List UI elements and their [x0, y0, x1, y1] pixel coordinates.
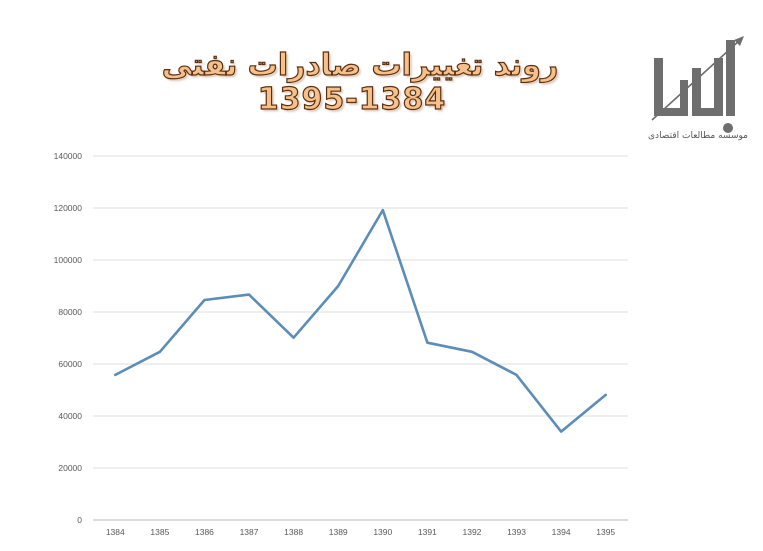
logo-caption: موسسه مطالعات اقتصادی: [648, 131, 748, 141]
y-tick-label: 120000: [54, 203, 83, 213]
chart-gridlines: [93, 155, 628, 521]
x-tick-label: 1390: [373, 527, 392, 537]
y-tick-label: 40000: [58, 411, 82, 421]
y-tick-label: 20000: [58, 463, 82, 473]
bamdad-logo-icon: [651, 36, 744, 133]
y-tick-label: 140000: [54, 151, 83, 161]
x-tick-label: 1388: [284, 527, 303, 537]
data-line-oil-exports: [114, 208, 608, 433]
x-tick-label: 1384: [106, 527, 125, 537]
x-tick-label: 1392: [462, 527, 481, 537]
chart-title: روند تغییرات صادرات نفتی 1395-1384: [140, 48, 560, 117]
x-tick-label: 1394: [552, 527, 571, 537]
chart-title-line-2: 1395-1384: [257, 81, 447, 117]
y-tick-label: 60000: [58, 359, 82, 369]
x-tick-label: 1386: [195, 527, 214, 537]
x-tick-label: 1393: [507, 527, 526, 537]
x-tick-label: 1391: [418, 527, 437, 537]
y-tick-label: 100000: [54, 255, 83, 265]
y-axis-labels: 0 20000 40000 60000 80000 100000 120000 140000: [54, 151, 83, 525]
x-tick-label: 1389: [329, 527, 348, 537]
x-tick-label: 1395: [596, 527, 615, 537]
chart-title-line-1: روند تغییرات صادرات نفتی: [161, 48, 559, 83]
y-tick-label: 80000: [58, 307, 82, 317]
y-tick-label: 0: [77, 515, 82, 525]
x-tick-label: 1385: [150, 527, 169, 537]
x-tick-label: 1387: [240, 527, 259, 537]
x-axis-labels: 1384 1385 1386 1387 1388 1389 1390 1391 1392 1393…: [106, 527, 616, 537]
